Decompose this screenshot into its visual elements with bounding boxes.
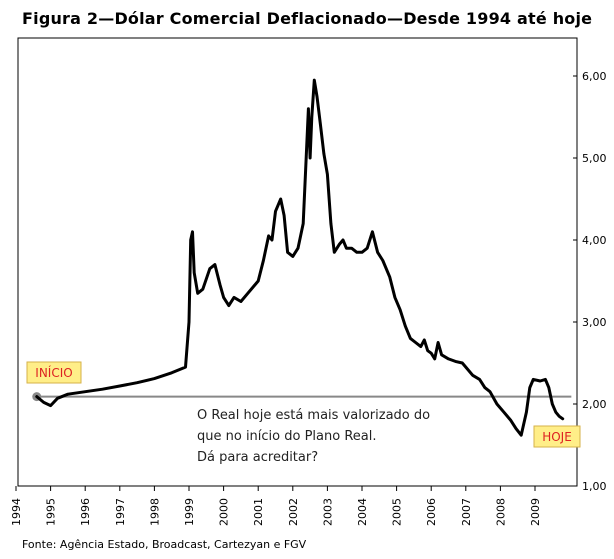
x-tick-label: 2002 bbox=[287, 498, 300, 526]
x-tick-label: 1995 bbox=[45, 498, 58, 526]
x-tick-label: 2000 bbox=[218, 498, 231, 526]
end-tag-label: HOJE bbox=[542, 430, 572, 444]
y-tick-label: 6,00 bbox=[582, 70, 607, 83]
note-line: que no início do Plano Real. bbox=[197, 429, 377, 444]
x-tick-label: 2005 bbox=[391, 498, 404, 526]
start-tag-box bbox=[26, 361, 82, 384]
x-tick-label: 2001 bbox=[252, 498, 265, 526]
source-note: Fonte: Agência Estado, Broadcast, Cartez… bbox=[22, 538, 307, 551]
y-tick-label: 5,00 bbox=[582, 152, 607, 165]
x-tick-label: 2004 bbox=[356, 498, 369, 526]
x-tick-label: 1994 bbox=[10, 498, 23, 526]
end-tag-box bbox=[533, 425, 581, 448]
x-tick-label: 2007 bbox=[460, 498, 473, 526]
chart-title: Figura 2—Dólar Comercial Deflacionado—De… bbox=[22, 9, 593, 28]
x-tick-label: 1997 bbox=[114, 498, 127, 526]
exchange-rate-line bbox=[35, 78, 565, 437]
plot-frame bbox=[17, 37, 578, 487]
y-tick-label: 4,00 bbox=[582, 234, 607, 247]
y-tick-label: 3,00 bbox=[582, 316, 607, 329]
x-tick-label: 1998 bbox=[148, 498, 161, 526]
y-tick-label: 1,00 bbox=[582, 480, 607, 493]
x-tick-label: 2009 bbox=[529, 498, 542, 526]
x-tick-label: 1999 bbox=[183, 498, 196, 526]
x-tick-label: 2008 bbox=[494, 498, 507, 526]
x-tick-label: 2003 bbox=[321, 498, 334, 526]
y-tick-label: 2,00 bbox=[582, 398, 607, 411]
note-line: O Real hoje está mais valorizado do bbox=[197, 408, 430, 423]
x-tick-label: 1996 bbox=[79, 498, 92, 526]
start-tag-label: INÍCIO bbox=[35, 365, 72, 380]
note-line: Dá para acreditar? bbox=[197, 450, 318, 465]
x-tick-label: 2006 bbox=[425, 498, 438, 526]
